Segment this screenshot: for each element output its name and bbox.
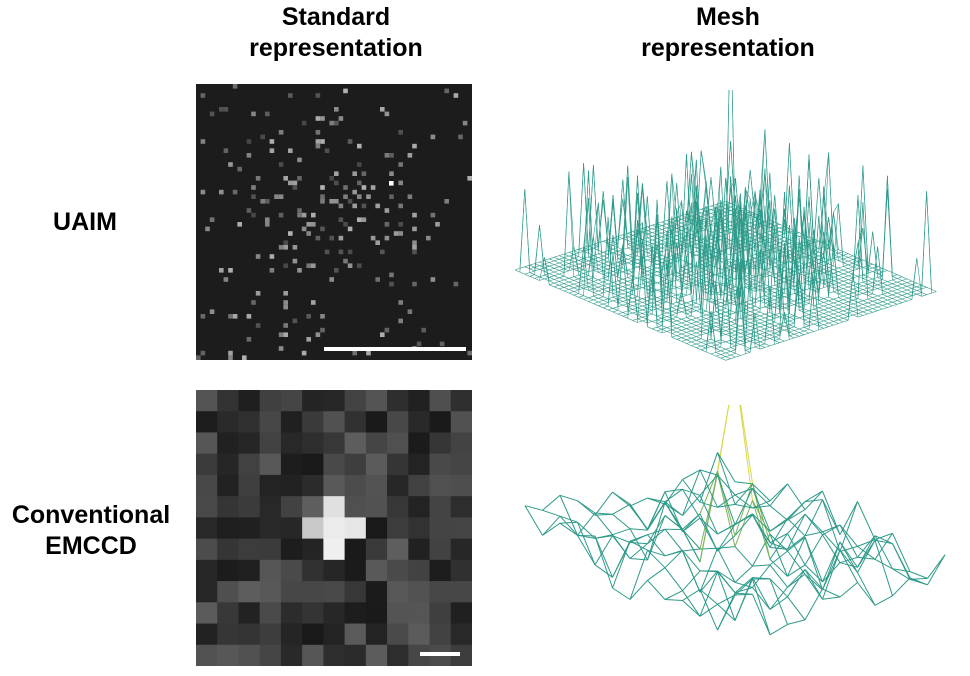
column-title-standard: Standard representation: [206, 2, 466, 64]
uaim-standard-image: [196, 84, 472, 360]
column-title-standard-line1: Standard: [281, 3, 391, 31]
column-title-mesh-line1: Mesh: [696, 3, 760, 31]
row-label-uaim: UAIM: [53, 208, 117, 236]
emccd-mesh-svg: [524, 405, 946, 636]
emccd-scale-bar: [420, 652, 460, 656]
row-label-emccd-line2: EMCCD: [45, 532, 137, 560]
row-label-emccd: Conventional EMCCD: [0, 500, 182, 562]
column-title-mesh-line2: representation: [641, 34, 815, 62]
uaim-pixel-grid: [196, 84, 472, 360]
emccd-mesh-plot: [515, 405, 965, 665]
row-label-emccd-line1: Conventional: [11, 501, 171, 529]
emccd-pixel-grid: [196, 390, 472, 666]
emccd-standard-image: [196, 390, 472, 666]
column-title-standard-line2: representation: [249, 34, 423, 62]
uaim-mesh-svg: [514, 90, 937, 361]
column-title-mesh: Mesh representation: [598, 2, 858, 64]
uaim-mesh-plot: [510, 90, 960, 365]
uaim-scale-bar: [324, 347, 466, 351]
